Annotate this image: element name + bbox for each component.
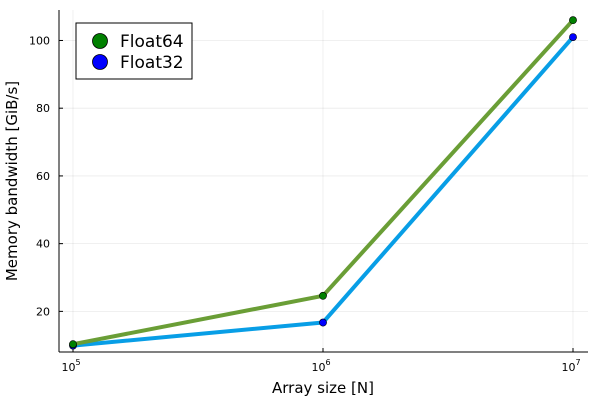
axes	[58, 10, 588, 353]
legend-label-float32: Float32	[120, 53, 184, 73]
legend-marker-float32	[92, 54, 108, 70]
y-tick-label: 20	[36, 305, 50, 318]
data-point-float32	[319, 318, 327, 327]
data-point-float32	[569, 33, 577, 41]
y-axis-label: Memory bandwidth [GiB/s]	[3, 81, 21, 281]
data-point-float64	[319, 291, 327, 300]
legend-box	[75, 22, 193, 80]
x-axis-label: Array size [N]	[272, 379, 374, 397]
data-point-float64	[69, 340, 77, 349]
y-tick-label: 100	[29, 34, 50, 47]
y-tick-label: 80	[36, 102, 50, 115]
series-layer	[69, 16, 577, 350]
y-tick-label: 60	[36, 170, 50, 183]
data-point-float64	[569, 16, 577, 25]
legend-label-float64: Float64	[120, 32, 184, 52]
x-tick-label: 106	[311, 358, 330, 374]
x-tick-label: 107	[561, 358, 580, 374]
y-tick-label: 40	[36, 238, 50, 251]
legend-marker-float64	[92, 33, 108, 49]
tick-labels: 20 40 60 80 100 105 106 107	[29, 34, 581, 374]
x-tick-label: 105	[61, 358, 80, 374]
